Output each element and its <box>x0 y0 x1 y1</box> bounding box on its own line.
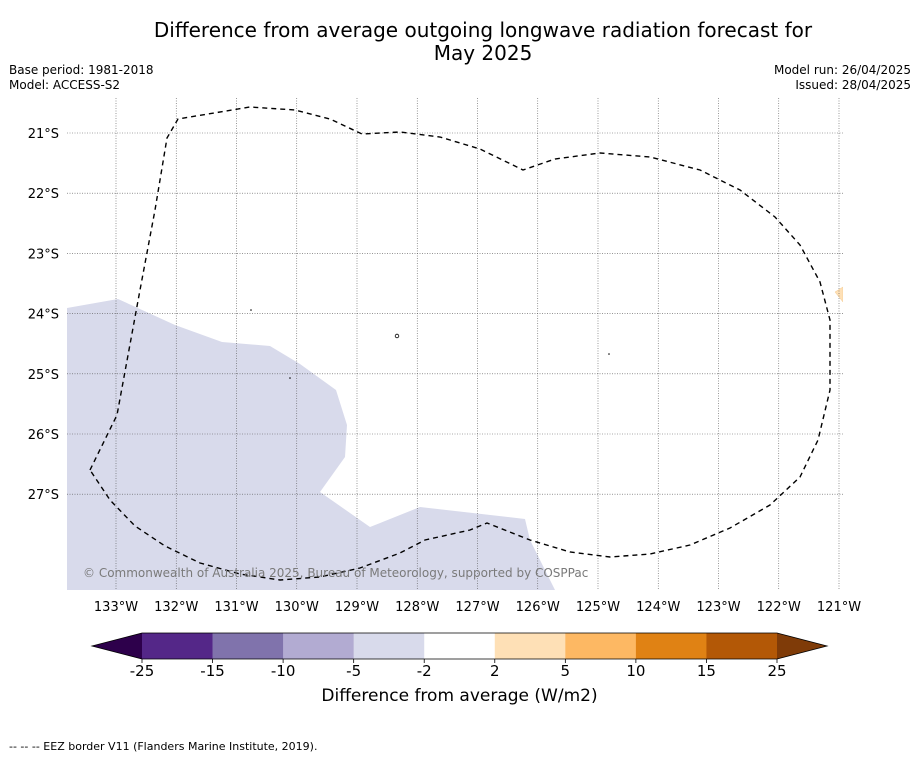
colorbar-segment <box>565 633 637 659</box>
latitude-label: 24°S <box>28 308 59 323</box>
latitude-label: 27°S <box>28 488 59 503</box>
longitude-label: 129°W <box>335 600 379 615</box>
model-name: Model: ACCESS-S2 <box>9 78 121 92</box>
anomaly-region-minus5-to-minus2 <box>67 299 555 590</box>
latitude-label: 25°S <box>28 368 59 383</box>
island-marker <box>289 377 291 379</box>
colorbar-segment <box>142 633 213 659</box>
longitude-label: 131°W <box>214 600 258 615</box>
latitude-label: 21°S <box>28 127 59 142</box>
colorbar-tick-label: -2 <box>417 662 432 680</box>
longitude-label: 127°W <box>455 600 499 615</box>
map-title: Difference from average outgoing longwav… <box>0 19 919 65</box>
model-run: Model run: 26/04/2025 <box>773 63 911 77</box>
longitude-labels: 133°W 132°W 131°W 130°W 129°W 128°W 127°W 126°W… <box>94 600 861 615</box>
longitude-label: 123°W <box>696 600 740 615</box>
title-line-1: Difference from average outgoing longwav… <box>153 18 813 42</box>
colorbar: -25 -15 -10 -5 -2 2 5 10 15 25 <box>90 632 829 680</box>
colorbar-segment <box>212 633 284 659</box>
footer-note: -- -- -- EEZ border V11 (Flanders Marine… <box>9 740 318 753</box>
latitude-label: 22°S <box>28 187 59 202</box>
longitude-label: 126°W <box>516 600 560 615</box>
island-marker <box>250 309 252 311</box>
longitude-label: 132°W <box>154 600 198 615</box>
colorbar-segment <box>494 633 566 659</box>
colorbar-segment <box>283 633 354 659</box>
colorbar-extend-high <box>777 633 827 659</box>
island-marker <box>608 353 610 355</box>
colorbar-tick-label: -15 <box>200 662 225 680</box>
issued-date: Issued: 28/04/2025 <box>795 78 911 92</box>
latitude-label: 23°S <box>28 247 59 262</box>
colorbar-tick-label: 5 <box>561 662 571 680</box>
colorbar-tick-label: -10 <box>271 662 296 680</box>
colorbar-extend-low <box>92 633 142 659</box>
island-markers <box>250 309 610 379</box>
colorbar-title: Difference from average (W/m2) <box>321 686 598 706</box>
longitude-label: 133°W <box>94 600 138 615</box>
colorbar-tick-label: -5 <box>346 662 361 680</box>
colorbar-segment <box>635 633 707 659</box>
copyright-text: © Commonwealth of Australia 2025, Bureau… <box>83 566 588 580</box>
longitude-label: 124°W <box>636 600 680 615</box>
colorbar-tick-label: 2 <box>490 662 500 680</box>
longitude-label: 122°W <box>757 600 801 615</box>
graticule <box>67 98 843 590</box>
longitude-label: 121°W <box>817 600 861 615</box>
meta-left: Base period: 1981-2018 Model: ACCESS-S2 <box>9 63 154 93</box>
colorbar-tick-label: 15 <box>697 662 716 680</box>
anomaly-region-2-to-5 <box>834 286 843 303</box>
longitude-label: 125°W <box>576 600 620 615</box>
colorbar-segment <box>424 633 496 659</box>
colorbar-tick-label: 25 <box>767 662 786 680</box>
eez-border <box>89 106 831 581</box>
colorbar-tick-label: -25 <box>130 662 155 680</box>
map-area: © Commonwealth of Australia 2025, Bureau… <box>67 98 843 590</box>
title-line-2: May 2025 <box>433 41 533 65</box>
latitude-label: 26°S <box>28 428 59 443</box>
colorbar-segment <box>706 633 778 659</box>
latitude-labels: 21°S 22°S 23°S 24°S 25°S 26°S 27°S <box>28 127 59 503</box>
longitude-label: 128°W <box>395 600 439 615</box>
colorbar-tick-label: 10 <box>626 662 645 680</box>
colorbar-segment <box>353 633 425 659</box>
base-period: Base period: 1981-2018 <box>9 63 154 77</box>
island-marker <box>394 333 400 339</box>
meta-right: Model run: 26/04/2025 Issued: 28/04/2025 <box>774 63 911 93</box>
longitude-label: 130°W <box>275 600 319 615</box>
